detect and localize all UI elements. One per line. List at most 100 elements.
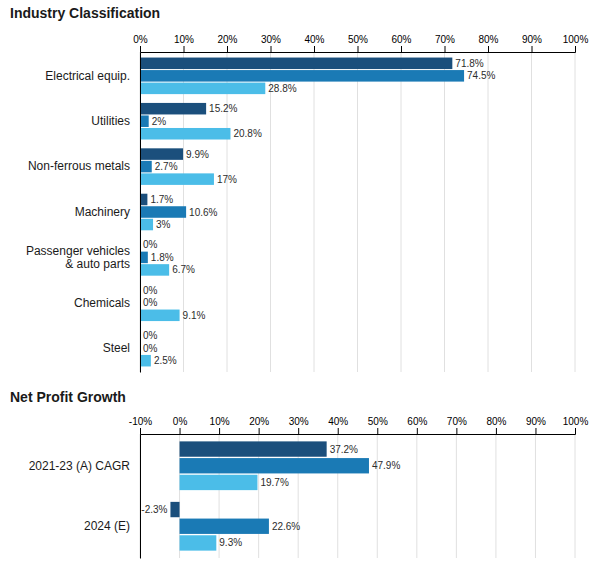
- tick: Passenger vehicles& auto parts: [26, 244, 130, 271]
- tick-mark: [180, 428, 181, 434]
- tick: 20%: [249, 416, 269, 434]
- tick-label: 0%: [133, 34, 148, 45]
- tick: 0%: [133, 34, 148, 52]
- data-label: 0%: [143, 239, 158, 250]
- tick: 70%: [435, 34, 455, 52]
- y-axis: Electrical equip. Utilities Non-ferrous me…: [26, 53, 141, 373]
- x-axis: -10%0%10%20%30%40%50%60%70%80%90%100%: [129, 416, 589, 435]
- data-label: 2.7%: [155, 161, 178, 172]
- tick: Utilities: [91, 114, 130, 128]
- data-label: 10.6%: [189, 207, 217, 218]
- tick: 10%: [174, 34, 194, 52]
- grid-line: [416, 434, 417, 558]
- tick-label: 100%: [563, 34, 589, 45]
- tick-mark: [219, 428, 220, 434]
- data-label: 28.8%: [268, 83, 296, 94]
- tick-label: 50%: [348, 34, 368, 45]
- data-label: 74.5%: [467, 70, 495, 81]
- tick: 2021-23 (A) CAGR: [29, 459, 131, 473]
- tick-mark: [358, 46, 359, 52]
- tick-mark: [575, 428, 576, 434]
- chart-title: Net Profit Growth: [10, 389, 126, 405]
- tick: Steel: [103, 341, 130, 355]
- tick: 40%: [328, 416, 348, 434]
- tick: 100%: [563, 34, 589, 52]
- tick: 30%: [261, 34, 281, 52]
- data-label: -2.3%: [141, 504, 167, 515]
- tick-mark: [445, 46, 446, 52]
- tick: Non-ferrous metals: [28, 159, 130, 173]
- data-label: 22.6%: [272, 521, 300, 532]
- data-label: 6.7%: [172, 264, 195, 275]
- bar: [140, 128, 230, 140]
- tick-label: 50%: [368, 416, 388, 427]
- tick-label: 20%: [249, 416, 269, 427]
- tick-label: 80%: [486, 416, 506, 427]
- bar: [140, 148, 183, 160]
- data-label: 1.8%: [151, 252, 174, 263]
- y-axis: 2021-23 (A) CAGR 2024 (E): [29, 435, 141, 559]
- bar: [140, 83, 265, 95]
- tick-label: 30%: [261, 34, 281, 45]
- grid: [140, 434, 575, 558]
- bar: [180, 519, 269, 534]
- panel: Industry Classification71.8%15.2%9.9%1.7…: [10, 5, 588, 373]
- tick-mark: [496, 428, 497, 434]
- tick-label: 60%: [407, 416, 427, 427]
- data-label: 47.9%: [372, 460, 400, 471]
- tick-mark: [338, 428, 339, 434]
- tick-mark: [575, 46, 576, 52]
- chart-svg: Industry Classification71.8%15.2%9.9%1.7…: [0, 0, 600, 570]
- tick-label: 80%: [478, 34, 498, 45]
- tick-label: 2024 (E): [84, 519, 130, 533]
- chart-title: Industry Classification: [10, 5, 160, 21]
- tick-label: 90%: [526, 416, 546, 427]
- bar: [140, 103, 206, 115]
- tick: Electrical equip.: [45, 69, 130, 83]
- grid-line: [531, 52, 532, 372]
- grid-line: [575, 434, 576, 558]
- grid-line: [401, 52, 402, 372]
- bar: [140, 173, 214, 185]
- tick-label: 70%: [447, 416, 467, 427]
- bar: [140, 115, 149, 127]
- tick-label: 30%: [289, 416, 309, 427]
- tick: Chemicals: [74, 296, 130, 310]
- data-label: 37.2%: [330, 444, 358, 455]
- data-label: 9.9%: [186, 149, 209, 160]
- bar: [140, 264, 169, 276]
- data-label: 17%: [217, 174, 237, 185]
- grid-line: [270, 52, 271, 372]
- grid: [140, 52, 575, 372]
- tick-mark: [535, 428, 536, 434]
- tick-label: Electrical equip.: [45, 69, 130, 83]
- data-label: 0%: [143, 285, 158, 296]
- bar: [140, 58, 452, 70]
- tick: 90%: [526, 416, 546, 434]
- data-label: 3%: [156, 219, 171, 230]
- bar: [140, 70, 464, 82]
- grid-line: [314, 52, 315, 372]
- tick-label: 100%: [563, 416, 589, 427]
- tick: 20%: [217, 34, 237, 52]
- tick-mark: [271, 46, 272, 52]
- data-label: 2.5%: [154, 355, 177, 366]
- tick-label: Utilities: [91, 114, 130, 128]
- x-axis: 0%10%20%30%40%50%60%70%80%90%100%: [133, 34, 588, 53]
- data-label: 0%: [143, 330, 158, 341]
- tick: 60%: [407, 416, 427, 434]
- tick-label: 40%: [328, 416, 348, 427]
- tick: 100%: [563, 416, 589, 434]
- tick-mark: [417, 428, 418, 434]
- tick: Machinery: [75, 205, 130, 219]
- tick: 50%: [348, 34, 368, 52]
- tick-label: 10%: [174, 34, 194, 45]
- data-labels: 37.2%-2.3%47.9%22.6%19.7%9.3%: [141, 444, 400, 549]
- data-label: 20.8%: [233, 128, 261, 139]
- bar: [140, 219, 153, 231]
- tick-label: 10%: [210, 416, 230, 427]
- tick-label: Non-ferrous metals: [28, 159, 130, 173]
- tick-label: -10%: [129, 416, 152, 427]
- data-label: 19.7%: [260, 477, 288, 488]
- data-label: 2%: [152, 116, 167, 127]
